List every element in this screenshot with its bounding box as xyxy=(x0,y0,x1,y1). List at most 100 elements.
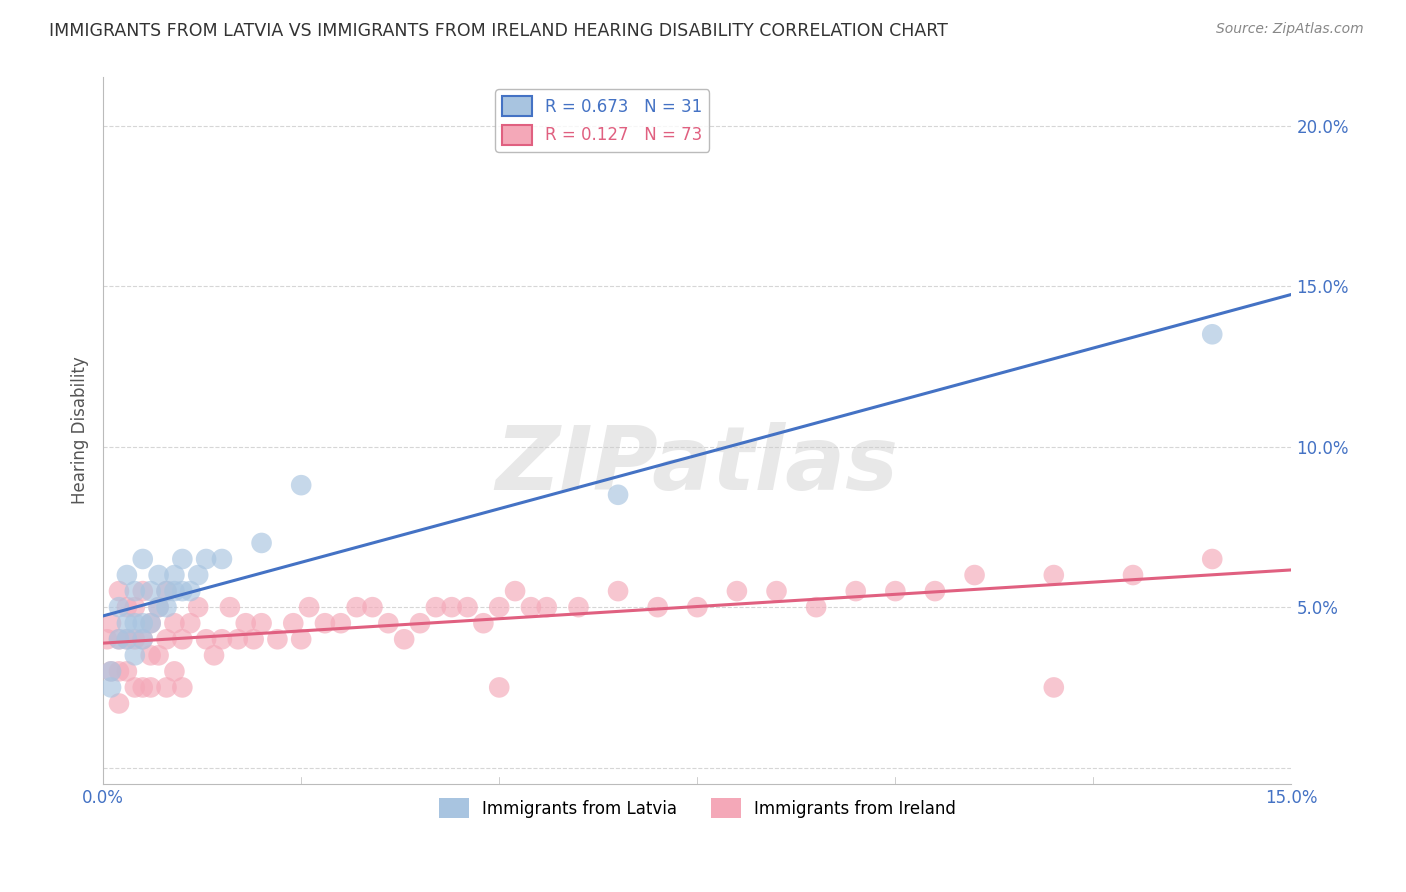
Point xyxy=(346,600,368,615)
Point xyxy=(211,552,233,566)
Point xyxy=(202,648,225,663)
Point xyxy=(132,616,155,631)
Text: Source: ZipAtlas.com: Source: ZipAtlas.com xyxy=(1216,22,1364,37)
Y-axis label: Hearing Disability: Hearing Disability xyxy=(72,357,89,505)
Point xyxy=(845,584,868,599)
Point xyxy=(115,600,138,615)
Point xyxy=(139,584,162,599)
Point xyxy=(567,600,589,615)
Point xyxy=(963,568,986,582)
Point xyxy=(124,632,146,647)
Point xyxy=(163,568,186,582)
Point xyxy=(148,600,170,615)
Point xyxy=(100,616,122,631)
Point xyxy=(163,584,186,599)
Point xyxy=(392,632,415,647)
Point xyxy=(172,681,194,695)
Point xyxy=(155,584,177,599)
Point xyxy=(115,616,138,631)
Point xyxy=(108,632,131,647)
Point xyxy=(163,616,186,631)
Point xyxy=(124,600,146,615)
Point xyxy=(647,600,669,615)
Point xyxy=(211,632,233,647)
Point xyxy=(488,600,510,615)
Point xyxy=(250,536,273,550)
Point xyxy=(139,616,162,631)
Point xyxy=(242,632,264,647)
Point xyxy=(139,648,162,663)
Point xyxy=(115,665,138,679)
Point xyxy=(226,632,249,647)
Point xyxy=(179,584,201,599)
Point xyxy=(108,600,131,615)
Point xyxy=(132,584,155,599)
Point xyxy=(100,665,122,679)
Point xyxy=(329,616,352,631)
Point xyxy=(804,600,827,615)
Point xyxy=(250,616,273,631)
Text: ZIPatlas: ZIPatlas xyxy=(496,423,898,509)
Point xyxy=(488,681,510,695)
Point xyxy=(1042,568,1064,582)
Point xyxy=(290,632,312,647)
Point xyxy=(503,584,526,599)
Point xyxy=(132,632,155,647)
Point xyxy=(132,681,155,695)
Point xyxy=(108,632,131,647)
Point xyxy=(179,616,201,631)
Point xyxy=(108,665,131,679)
Point xyxy=(108,584,131,599)
Point xyxy=(195,552,218,566)
Point xyxy=(283,616,305,631)
Point xyxy=(139,616,162,631)
Point xyxy=(139,681,162,695)
Point xyxy=(132,552,155,566)
Point xyxy=(115,632,138,647)
Point xyxy=(96,632,118,647)
Point xyxy=(1201,327,1223,342)
Point xyxy=(235,616,257,631)
Point xyxy=(686,600,709,615)
Point xyxy=(100,665,122,679)
Point xyxy=(607,488,630,502)
Point xyxy=(155,584,177,599)
Point xyxy=(100,681,122,695)
Point xyxy=(155,632,177,647)
Point xyxy=(457,600,479,615)
Point xyxy=(298,600,321,615)
Legend: Immigrants from Latvia, Immigrants from Ireland: Immigrants from Latvia, Immigrants from … xyxy=(432,791,962,825)
Point xyxy=(195,632,218,647)
Point xyxy=(172,632,194,647)
Point xyxy=(108,697,131,711)
Point xyxy=(155,600,177,615)
Point xyxy=(115,632,138,647)
Point xyxy=(472,616,495,631)
Point xyxy=(124,681,146,695)
Point xyxy=(1042,681,1064,695)
Point xyxy=(924,584,946,599)
Point xyxy=(536,600,558,615)
Point xyxy=(187,568,209,582)
Point xyxy=(314,616,336,631)
Point xyxy=(409,616,432,631)
Point xyxy=(377,616,399,631)
Point xyxy=(290,478,312,492)
Point xyxy=(520,600,543,615)
Point xyxy=(765,584,787,599)
Point xyxy=(148,600,170,615)
Point xyxy=(607,584,630,599)
Point xyxy=(266,632,288,647)
Point xyxy=(725,584,748,599)
Point xyxy=(425,600,447,615)
Point xyxy=(132,632,155,647)
Point xyxy=(219,600,242,615)
Point xyxy=(172,552,194,566)
Text: IMMIGRANTS FROM LATVIA VS IMMIGRANTS FROM IRELAND HEARING DISABILITY CORRELATION: IMMIGRANTS FROM LATVIA VS IMMIGRANTS FRO… xyxy=(49,22,948,40)
Point xyxy=(1122,568,1144,582)
Point xyxy=(172,584,194,599)
Point xyxy=(187,600,209,615)
Point xyxy=(1201,552,1223,566)
Point xyxy=(163,665,186,679)
Point xyxy=(115,568,138,582)
